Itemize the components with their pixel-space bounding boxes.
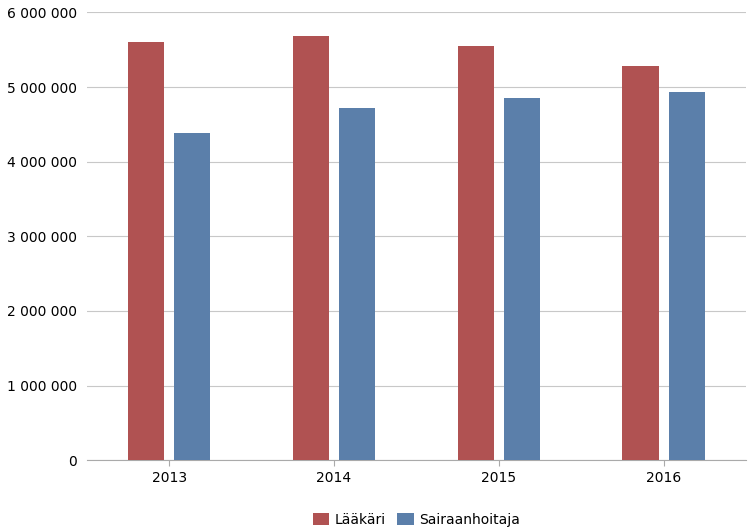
Bar	[669, 92, 705, 460]
Bar	[504, 98, 540, 460]
Bar	[128, 42, 164, 460]
Bar	[623, 66, 659, 460]
Bar	[174, 133, 210, 460]
Bar	[339, 108, 375, 460]
Bar	[293, 37, 329, 460]
Legend: Lääkäri, Sairaanhoitaja: Lääkäri, Sairaanhoitaja	[307, 507, 526, 529]
Bar	[458, 46, 494, 460]
